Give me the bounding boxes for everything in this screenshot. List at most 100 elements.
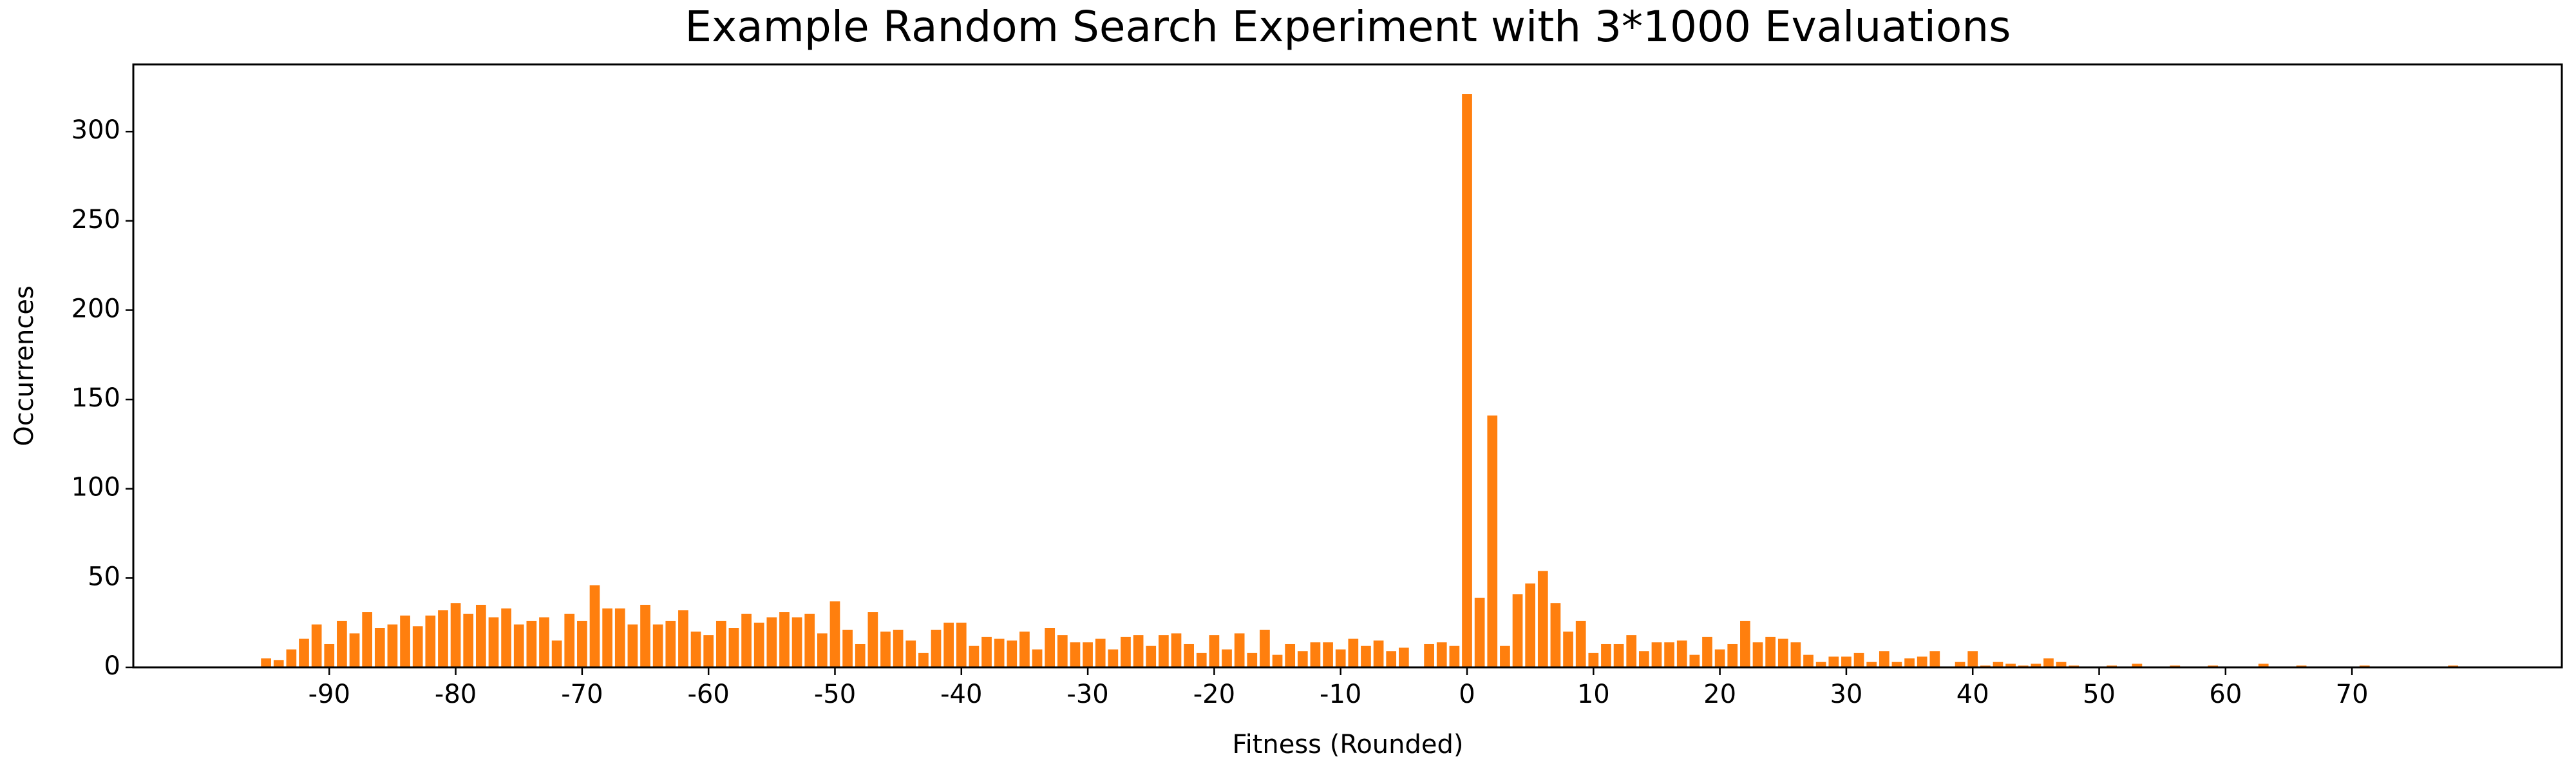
bar (261, 658, 271, 667)
bar (969, 645, 980, 667)
bar (1727, 644, 1738, 667)
bar (1095, 638, 1106, 667)
bar (501, 608, 511, 667)
bar (1019, 631, 1030, 667)
bar (1879, 651, 1889, 667)
bar (1955, 662, 1965, 667)
bar (1689, 654, 1700, 667)
x-tick-label: -90 (308, 680, 350, 709)
bar (564, 613, 575, 667)
x-tick-label: -10 (1320, 680, 1361, 709)
bar (855, 644, 866, 667)
bar (1866, 662, 1877, 667)
x-tick-label: -30 (1066, 680, 1108, 709)
bar (779, 612, 790, 667)
bar (526, 620, 537, 667)
bar (1323, 642, 1333, 667)
bar (299, 638, 309, 667)
bar (1929, 651, 1940, 667)
bar (640, 604, 650, 667)
bar (1917, 656, 1927, 667)
bar (551, 640, 562, 667)
bar (374, 628, 385, 667)
bar (1588, 653, 1599, 667)
bar (387, 624, 398, 667)
bar (1247, 653, 1258, 667)
bar (678, 610, 688, 667)
bar (400, 615, 410, 667)
x-tick-label: 30 (1830, 680, 1862, 709)
x-tick-label: -60 (688, 680, 730, 709)
bar (1310, 642, 1321, 667)
bar (2005, 663, 2016, 667)
bar (475, 604, 486, 667)
x-tick-label: -50 (814, 680, 856, 709)
bar (1474, 597, 1485, 667)
bar (1702, 636, 1712, 667)
x-tick-label: 60 (2209, 680, 2242, 709)
bar (324, 644, 335, 667)
y-tick-label: 300 (71, 115, 120, 145)
bar (1815, 662, 1826, 667)
bar (766, 617, 777, 667)
bar (1638, 651, 1649, 667)
x-tick-label: 70 (2336, 680, 2369, 709)
bar (362, 612, 373, 667)
bar (715, 620, 726, 667)
bar (1449, 645, 1460, 667)
bar (1133, 635, 1144, 667)
bar (1563, 631, 1573, 667)
x-tick-label: 10 (1577, 680, 1610, 709)
bar (1575, 620, 1586, 667)
bar (311, 624, 322, 667)
bar (337, 620, 347, 667)
bar (665, 620, 676, 667)
bar (1512, 594, 1523, 667)
bar (1272, 654, 1283, 667)
bar (273, 660, 284, 667)
bar (905, 640, 916, 667)
bar (1121, 636, 1131, 667)
bar (1601, 644, 1611, 667)
bar (728, 628, 739, 667)
bar (1803, 654, 1814, 667)
bar (513, 624, 524, 667)
x-tick-label: -40 (940, 680, 982, 709)
x-axis-label: Fitness (Rounded) (1232, 730, 1463, 759)
bar (2056, 662, 2067, 667)
bar (804, 613, 815, 667)
y-tick-label: 250 (71, 205, 120, 234)
bar (1714, 649, 1725, 667)
x-tick-label: 20 (1703, 680, 1736, 709)
bar (1790, 642, 1801, 667)
bar (1853, 653, 1864, 667)
bar (1285, 644, 1296, 667)
bar (842, 629, 853, 667)
bar (627, 624, 638, 667)
x-tick-label: -20 (1193, 680, 1235, 709)
y-axis-label: Occurrences (10, 285, 39, 446)
bar (1967, 651, 1978, 667)
y-tick-label: 0 (104, 651, 120, 681)
bar (893, 629, 904, 667)
bar (589, 585, 600, 667)
bar (994, 638, 1005, 667)
bar (1487, 415, 1498, 667)
bar (425, 615, 436, 667)
bar (2258, 663, 2269, 667)
y-tick-label: 100 (71, 473, 120, 502)
bar (1373, 640, 1384, 667)
bar (438, 610, 448, 667)
bar (1361, 645, 1371, 667)
bar (1146, 645, 1157, 667)
bar (1550, 603, 1561, 667)
bar (1841, 656, 1852, 667)
bar (1777, 638, 1788, 667)
bar (1436, 642, 1447, 667)
bar (1007, 640, 1018, 667)
bar (1626, 635, 1637, 667)
bar (2031, 663, 2041, 667)
bar (2043, 658, 2054, 667)
bar (1424, 644, 1434, 667)
